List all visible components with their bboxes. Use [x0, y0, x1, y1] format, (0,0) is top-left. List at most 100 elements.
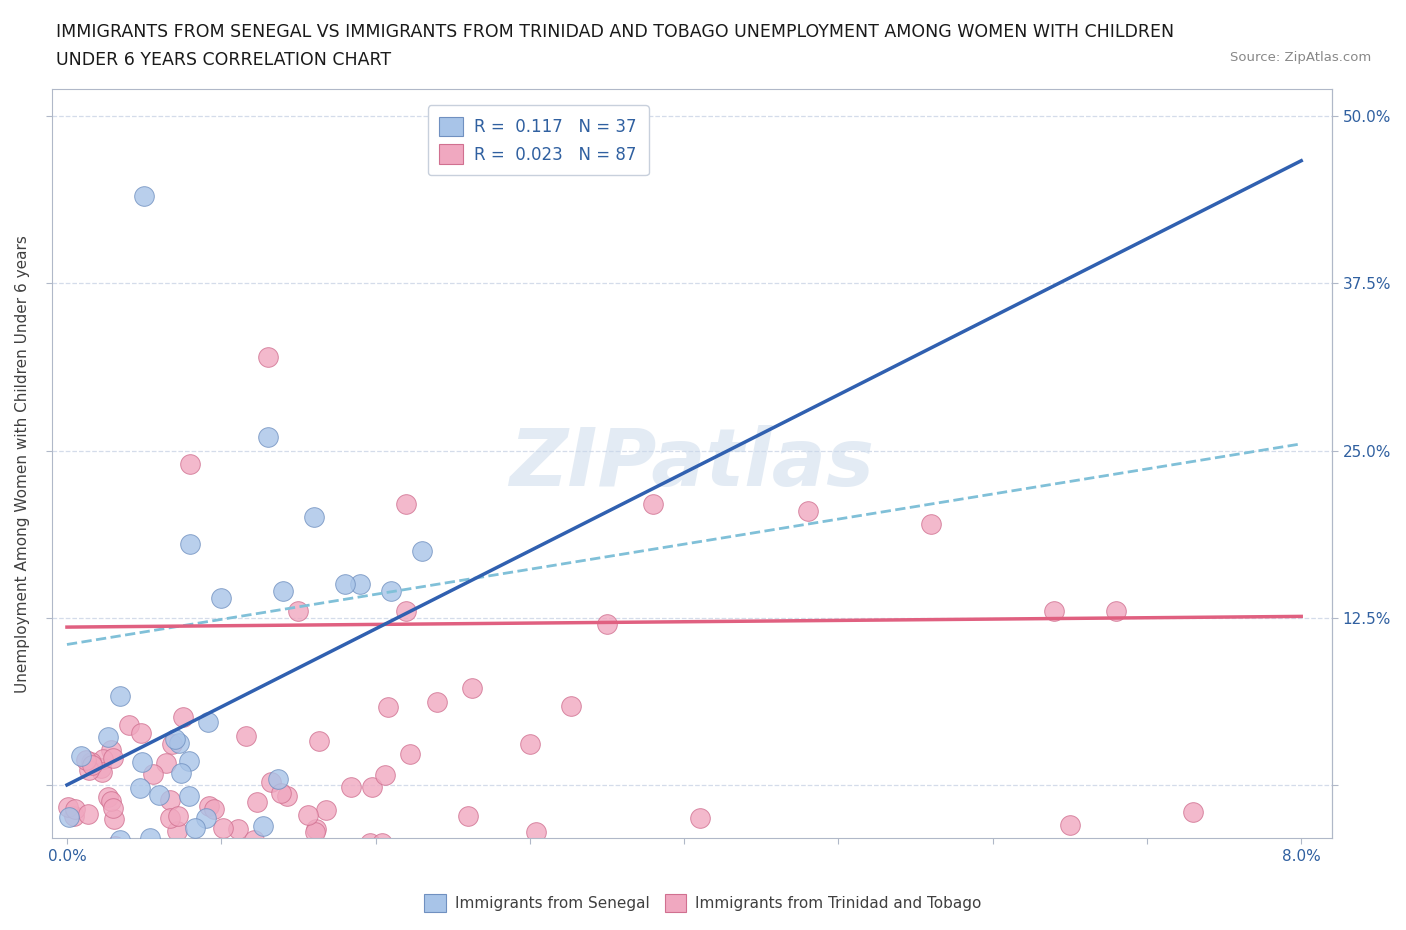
Point [70, 749, 93, 764]
Point [308, 910, 330, 924]
Point [159, 810, 181, 825]
Point [360, 780, 382, 795]
Point [91, 752, 114, 767]
Point [105, 882, 128, 897]
Point [226, 821, 249, 836]
Point [132, 189, 155, 204]
Point [65, 802, 87, 817]
Point [177, 789, 200, 804]
Point [76, 807, 98, 822]
Point [58, 893, 80, 908]
Point [198, 798, 221, 813]
Point [256, 430, 278, 445]
Text: ZIPatlas: ZIPatlas [509, 425, 875, 503]
Point [170, 765, 193, 780]
Point [252, 818, 274, 833]
Point [463, 878, 485, 893]
Point [97, 790, 120, 804]
Point [267, 772, 290, 787]
Point [333, 577, 356, 591]
Point [86, 891, 108, 906]
Point [461, 681, 484, 696]
Point [165, 731, 187, 746]
Point [1059, 817, 1081, 832]
Point [395, 604, 418, 618]
Point [159, 792, 181, 807]
Point [183, 820, 205, 835]
Point [101, 801, 124, 816]
Point [197, 714, 219, 729]
Legend: Immigrants from Senegal, Immigrants from Trinidad and Tobago: Immigrants from Senegal, Immigrants from… [418, 888, 988, 918]
Point [211, 820, 233, 835]
Point [308, 734, 330, 749]
Point [121, 868, 143, 883]
Point [167, 809, 190, 824]
Point [243, 833, 266, 848]
Point [79, 763, 101, 777]
Y-axis label: Unemployment Among Women with Children Under 6 years: Unemployment Among Women with Children U… [15, 235, 30, 693]
Point [129, 725, 152, 740]
Point [349, 577, 371, 591]
Point [58, 809, 80, 824]
Point [167, 735, 190, 750]
Point [270, 786, 292, 801]
Point [105, 846, 128, 861]
Point [195, 811, 218, 826]
Point [340, 779, 363, 794]
Point [110, 688, 132, 703]
Point [411, 543, 433, 558]
Point [359, 835, 381, 850]
Point [177, 753, 200, 768]
Point [101, 751, 124, 765]
Point [315, 803, 337, 817]
Point [209, 591, 232, 605]
Point [377, 699, 399, 714]
Point [149, 866, 172, 881]
Point [276, 789, 298, 804]
Point [302, 510, 325, 525]
Point [304, 821, 326, 836]
Point [304, 825, 326, 840]
Point [425, 695, 447, 710]
Point [191, 850, 214, 865]
Text: Source: ZipAtlas.com: Source: ZipAtlas.com [1230, 51, 1371, 64]
Point [214, 884, 236, 898]
Point [179, 537, 201, 551]
Point [80, 754, 103, 769]
Point [142, 766, 165, 781]
Point [122, 844, 145, 859]
Point [596, 617, 619, 631]
Point [560, 698, 582, 713]
Point [160, 737, 183, 751]
Point [246, 794, 269, 809]
Point [256, 350, 278, 365]
Point [260, 775, 283, 790]
Point [100, 793, 122, 808]
Point [65, 852, 87, 867]
Point [287, 604, 309, 618]
Point [297, 807, 319, 822]
Point [463, 849, 485, 864]
Legend: R =  0.117   N = 37, R =  0.023   N = 87: R = 0.117 N = 37, R = 0.023 N = 87 [427, 105, 648, 176]
Point [112, 856, 135, 870]
Point [97, 729, 120, 744]
Point [104, 839, 127, 854]
Point [489, 857, 512, 871]
Point [172, 710, 194, 724]
Point [235, 729, 257, 744]
Point [128, 781, 150, 796]
Text: UNDER 6 YEARS CORRELATION CHART: UNDER 6 YEARS CORRELATION CHART [56, 51, 391, 69]
Point [90, 761, 112, 776]
Point [131, 754, 153, 769]
Point [179, 457, 201, 472]
Point [920, 517, 942, 532]
Point [796, 503, 818, 518]
Text: IMMIGRANTS FROM SENEGAL VS IMMIGRANTS FROM TRINIDAD AND TOBAGO UNEMPLOYMENT AMON: IMMIGRANTS FROM SENEGAL VS IMMIGRANTS FR… [56, 23, 1174, 41]
Point [202, 802, 225, 817]
Point [229, 917, 252, 930]
Point [103, 812, 125, 827]
Point [1043, 604, 1066, 618]
Point [380, 583, 402, 598]
Point [398, 746, 420, 761]
Point [139, 830, 162, 845]
